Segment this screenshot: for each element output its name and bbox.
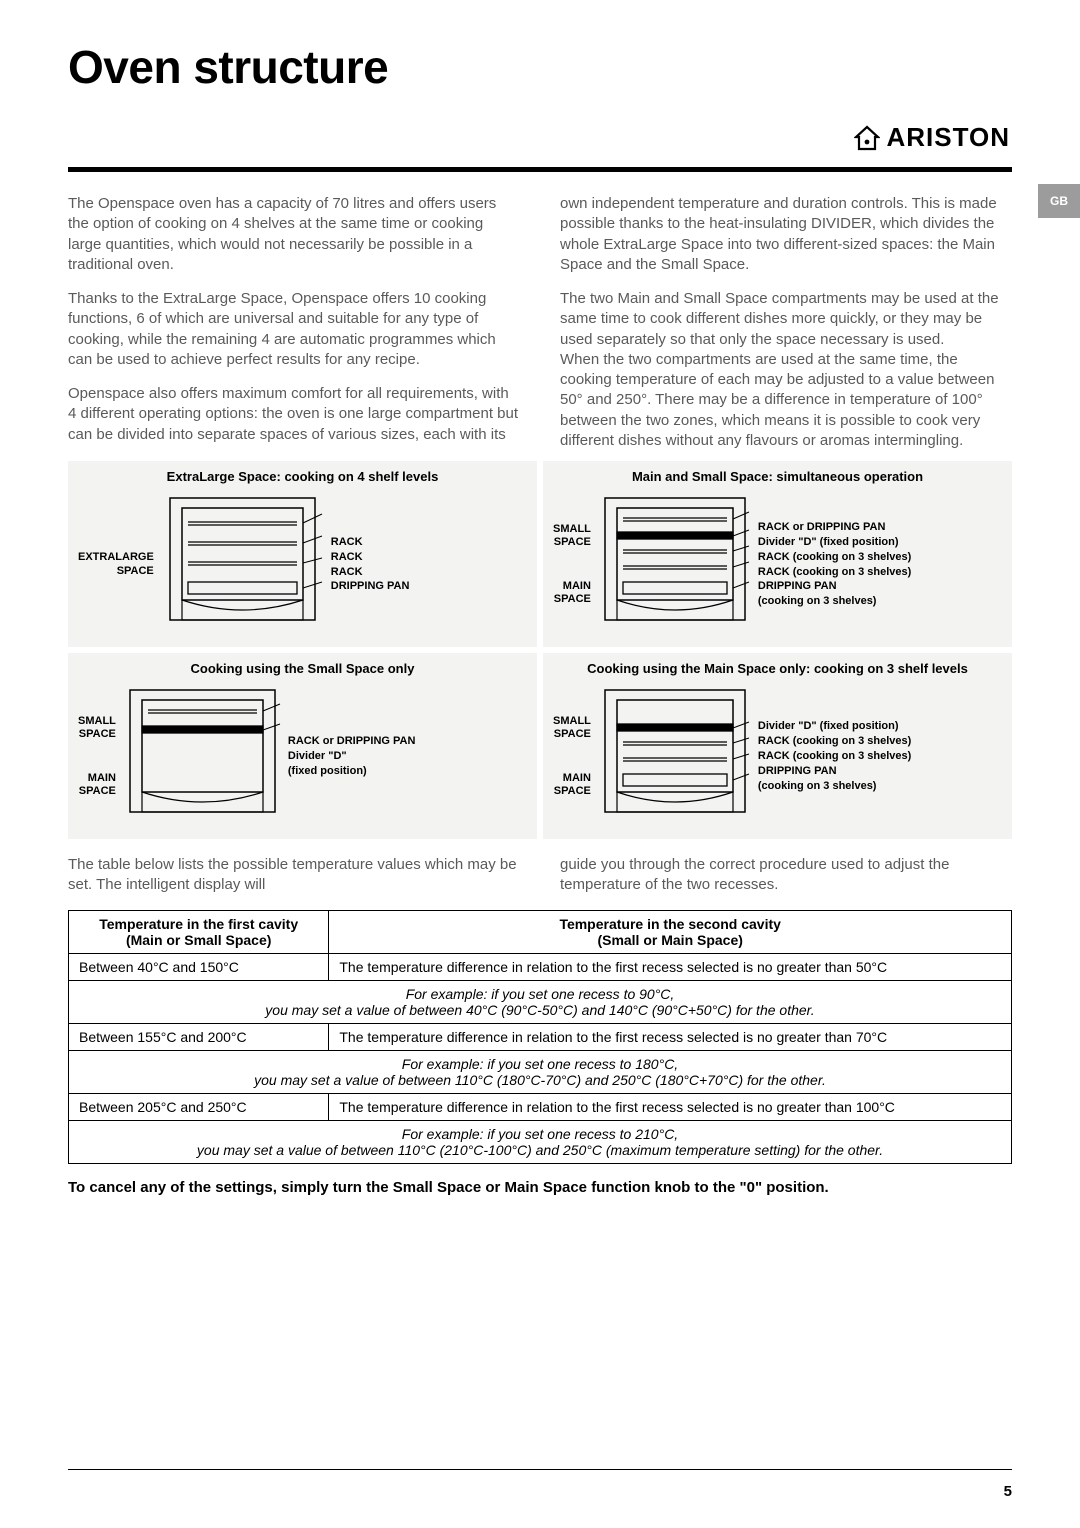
diagram-main-only-notes: Divider "D" (fixed position) RACK (cooki… — [758, 719, 1002, 793]
brand-row: ARISTON — [68, 122, 1012, 153]
table-header-first-cavity: Temperature in the first cavity (Main or… — [69, 910, 329, 953]
oven-icon — [597, 684, 752, 829]
footer-rule — [68, 1469, 1012, 1470]
page-title: Oven structure — [68, 40, 1012, 94]
diagram-extralarge: ExtraLarge Space: cooking on 4 shelf lev… — [68, 461, 537, 647]
diagram-grid: ExtraLarge Space: cooking on 4 shelf lev… — [68, 461, 1012, 839]
language-tab: GB — [1038, 184, 1080, 218]
diagram-main-only-title: Cooking using the Main Space only: cooki… — [553, 661, 1002, 676]
diagram-extralarge-left-label: EXTRALARGE SPACE — [78, 551, 154, 577]
diagram-extralarge-title: ExtraLarge Space: cooking on 4 shelf lev… — [78, 469, 527, 484]
intro-right-column: own independent temperature and duration… — [560, 194, 1012, 451]
intro-left-p3: Openspace also offers maximum comfort fo… — [68, 384, 520, 445]
table-r2-c1: Between 155°C and 200°C — [69, 1023, 329, 1050]
diagram-extralarge-notes: RACK RACK RACK DRIPPING PAN — [331, 535, 527, 594]
table-r2-c2: The temperature difference in relation t… — [329, 1023, 1012, 1050]
intro-left-p2: Thanks to the ExtraLarge Space, Openspac… — [68, 289, 520, 370]
diagram-simultaneous-title: Main and Small Space: simultaneous opera… — [553, 469, 1002, 484]
brand-name: ARISTON — [886, 122, 1010, 153]
oven-icon — [122, 684, 282, 829]
table-r3-c1: Between 205°C and 250°C — [69, 1093, 329, 1120]
header-rule — [68, 167, 1012, 172]
diagram-small-only-notes: RACK or DRIPPING PAN Divider "D" (fixed … — [288, 734, 527, 779]
diagram-main-only-left-labels: SMALL SPACE MAIN SPACE — [553, 715, 591, 798]
page-number: 5 — [1004, 1483, 1012, 1500]
mid-left-text: The table below lists the possible tempe… — [68, 855, 520, 896]
cancel-instruction: To cancel any of the settings, simply tu… — [68, 1178, 1012, 1198]
ariston-house-icon — [854, 125, 880, 151]
intro-left-p1: The Openspace oven has a capacity of 70 … — [68, 194, 520, 275]
diagram-main-only: Cooking using the Main Space only: cooki… — [543, 653, 1012, 839]
mid-right-text: guide you through the correct procedure … — [560, 855, 1012, 896]
intro-right-p1: own independent temperature and duration… — [560, 194, 1012, 275]
temperature-table: Temperature in the first cavity (Main or… — [68, 910, 1012, 1164]
oven-icon — [160, 492, 325, 637]
diagram-small-only-title: Cooking using the Small Space only — [78, 661, 527, 676]
diagram-simultaneous-left-labels: SMALL SPACE MAIN SPACE — [553, 523, 591, 606]
table-header-second-cavity: Temperature in the second cavity (Small … — [329, 910, 1012, 953]
table-r3-c2: The temperature difference in relation t… — [329, 1093, 1012, 1120]
intro-right-p3: When the two compartments are used at th… — [560, 350, 1012, 451]
oven-icon — [597, 492, 752, 637]
table-example-1: For example: if you set one recess to 90… — [69, 980, 1012, 1023]
table-r1-c2: The temperature difference in relation t… — [329, 953, 1012, 980]
table-example-3: For example: if you set one recess to 21… — [69, 1120, 1012, 1163]
intro-left-column: The Openspace oven has a capacity of 70 … — [68, 194, 520, 451]
diagram-simultaneous-notes: RACK or DRIPPING PAN Divider "D" (fixed … — [758, 520, 1002, 609]
table-example-2: For example: if you set one recess to 18… — [69, 1050, 1012, 1093]
diagram-small-only-left-labels: SMALL SPACE MAIN SPACE — [78, 715, 116, 798]
diagram-simultaneous: Main and Small Space: simultaneous opera… — [543, 461, 1012, 647]
table-r1-c1: Between 40°C and 150°C — [69, 953, 329, 980]
intro-right-p2: The two Main and Small Space compartment… — [560, 289, 1012, 350]
diagram-small-only: Cooking using the Small Space only SMALL… — [68, 653, 537, 839]
